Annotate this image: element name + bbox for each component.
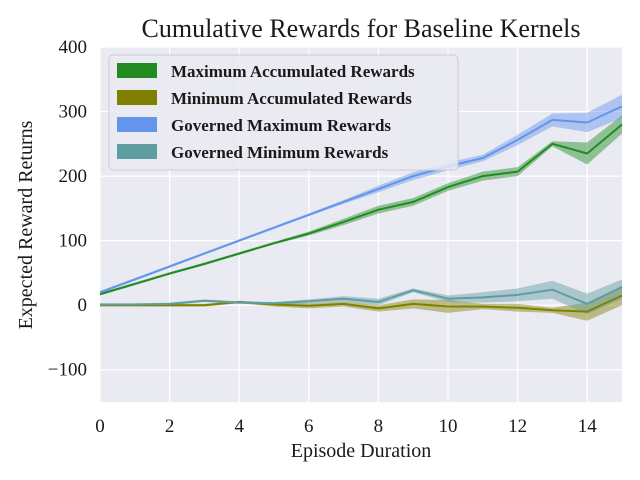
legend-label: Governed Minimum Rewards bbox=[171, 143, 389, 162]
x-tick-label: 8 bbox=[374, 416, 384, 437]
x-tick-label: 4 bbox=[234, 416, 244, 437]
x-tick-label: 12 bbox=[508, 416, 527, 437]
legend-label: Maximum Accumulated Rewards bbox=[171, 62, 415, 81]
y-tick-label: 200 bbox=[59, 166, 88, 187]
legend-swatch bbox=[117, 63, 157, 78]
chart-title: Cumulative Rewards for Baseline Kernels bbox=[142, 14, 581, 43]
legend-swatch bbox=[117, 117, 157, 132]
series-line bbox=[99, 105, 623, 294]
y-tick-labels: −100 0 100 200 300 400 bbox=[48, 37, 87, 381]
series-line bbox=[99, 123, 623, 296]
y-tick-label: 300 bbox=[59, 102, 88, 123]
y-tick-label: 400 bbox=[59, 37, 88, 58]
legend-swatch bbox=[117, 90, 157, 105]
x-tick-label: 2 bbox=[165, 416, 175, 437]
series-line bbox=[100, 286, 623, 306]
series-band bbox=[100, 285, 622, 321]
x-tick-label: 0 bbox=[95, 416, 105, 437]
legend-label: Governed Maximum Rewards bbox=[171, 116, 391, 135]
x-tick-label: 6 bbox=[304, 416, 314, 437]
x-axis-label: Episode Duration bbox=[291, 440, 432, 462]
x-tick-labels: 0 2 4 6 8 10 12 14 bbox=[95, 416, 597, 437]
series-line bbox=[100, 294, 623, 313]
legend-label: Minimum Accumulated Rewards bbox=[171, 89, 412, 108]
y-tick-label: 0 bbox=[78, 295, 88, 316]
x-tick-label: 14 bbox=[578, 416, 598, 437]
y-tick-label: 100 bbox=[59, 231, 88, 252]
series-band bbox=[100, 115, 622, 296]
series-band bbox=[100, 279, 622, 315]
series-lines bbox=[99, 105, 623, 313]
legend-frame bbox=[108, 54, 459, 171]
legend-swatch bbox=[117, 144, 157, 159]
legend: Maximum Accumulated Rewards Minimum Accum… bbox=[108, 54, 459, 171]
y-axis-label: Expected Reward Returns bbox=[15, 120, 37, 329]
x-tick-label: 10 bbox=[439, 416, 458, 437]
y-tick-label: −100 bbox=[48, 360, 87, 381]
